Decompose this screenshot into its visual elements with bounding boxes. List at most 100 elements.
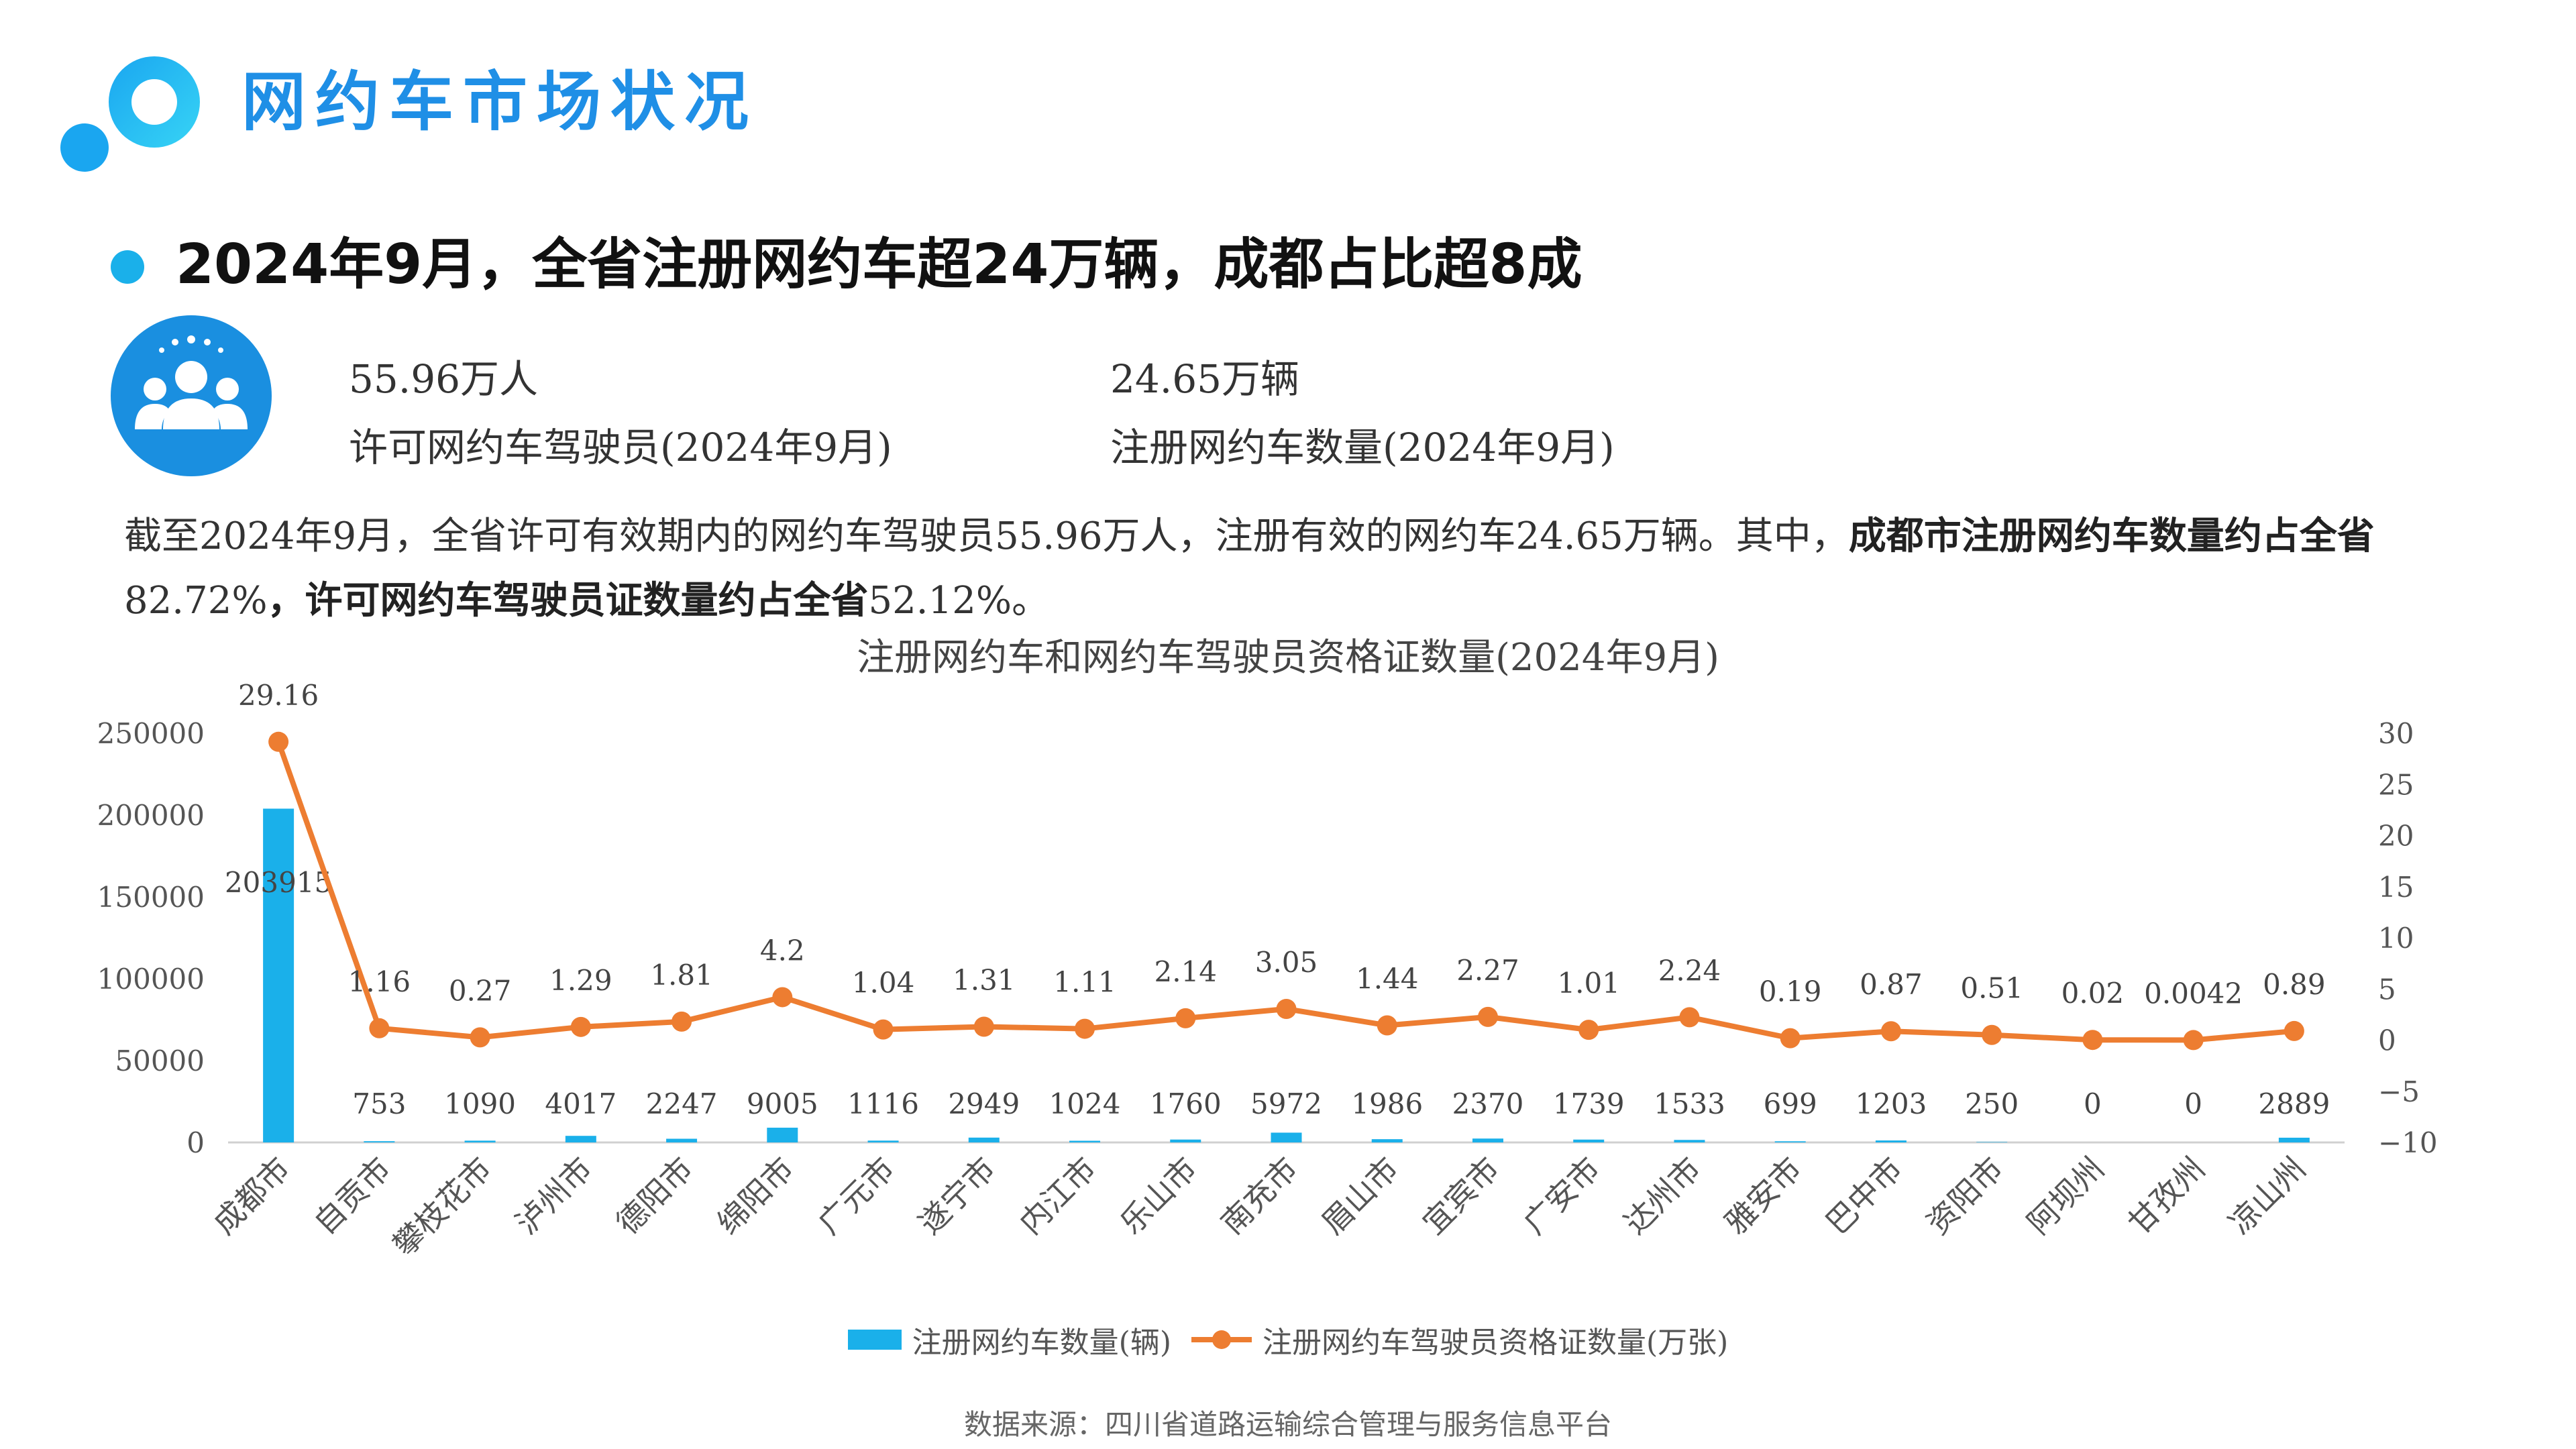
x-tick-label: 乐山市: [1113, 1150, 1204, 1242]
line-point: [2082, 1030, 2103, 1051]
bar: [1371, 1139, 1403, 1142]
summary-value-2: 52.12%: [868, 579, 1012, 623]
bar: [1774, 1141, 1806, 1142]
bullet-dot: [111, 250, 144, 284]
line-data-label: 1.11: [1053, 966, 1116, 999]
bar-data-label: 1533: [1654, 1087, 1725, 1120]
line-point: [973, 1016, 994, 1037]
line-point: [1982, 1024, 2002, 1045]
y-right-tick-label: 25: [2378, 768, 2414, 801]
y-right-tick-label: 10: [2378, 922, 2414, 955]
bar-data-label: 1760: [1150, 1087, 1222, 1120]
line-point: [1780, 1028, 1801, 1049]
x-tick-label: 宜宾市: [1415, 1150, 1507, 1242]
bar-data-label: 2949: [948, 1087, 1020, 1120]
x-tick-label: 德阳市: [609, 1150, 700, 1242]
bar-data-label: 2247: [646, 1087, 718, 1120]
bar-data-label: 250: [1965, 1087, 2019, 1120]
x-tick-label: 凉山州: [2222, 1150, 2313, 1242]
legend-label-bar: 注册网约车数量(辆): [912, 1326, 1171, 1360]
y-right-tick-label: −10: [2378, 1126, 2438, 1159]
bar: [1170, 1139, 1201, 1142]
x-tick-label: 绵阳市: [710, 1150, 801, 1242]
line-data-label: 3.05: [1255, 946, 1318, 979]
x-tick-label: 阿坝州: [2020, 1150, 2111, 1242]
y-left-tick-label: 0: [186, 1126, 205, 1159]
line-data-label: 0.0042: [2144, 977, 2243, 1010]
legend-label-line: 注册网约车驾驶员资格证数量(万张): [1263, 1326, 1729, 1360]
line-point: [2284, 1020, 2304, 1041]
summary-bold-1: 成都市注册网约车数量约占全省: [1848, 515, 2375, 558]
x-tick-label: 广元市: [811, 1150, 902, 1242]
y-left-tick-label: 200000: [97, 799, 205, 832]
bar-data-label: 1739: [1553, 1087, 1625, 1120]
line-point: [873, 1019, 894, 1040]
bar-data-label: 0: [2184, 1087, 2202, 1120]
bar-data-label: 203915: [225, 866, 332, 899]
y-left-tick-label: 50000: [115, 1044, 205, 1077]
line-point: [772, 987, 793, 1008]
x-tick-label: 遂宁市: [912, 1150, 1003, 1242]
x-tick-label: 成都市: [206, 1150, 297, 1242]
x-tick-label: 甘孜州: [2121, 1150, 2212, 1242]
page-title: 网约车市场状况: [241, 64, 758, 140]
line-point: [570, 1016, 591, 1037]
bar-data-label: 2370: [1452, 1087, 1524, 1120]
bar: [565, 1136, 596, 1142]
line-data-label: 1.04: [852, 967, 915, 1000]
stat-drivers: 55.96万人 许可网约车驾驶员(2024年9月): [349, 352, 892, 474]
line-point: [1578, 1020, 1599, 1040]
bar: [1271, 1132, 1302, 1142]
bar: [767, 1128, 798, 1142]
line-data-label: 29.16: [238, 679, 319, 712]
bar: [263, 808, 294, 1142]
bar: [1573, 1139, 1605, 1142]
x-tick-label: 巴中市: [1819, 1150, 1910, 1242]
line-point: [2183, 1030, 2204, 1051]
bar-data-label: 2889: [2258, 1087, 2330, 1120]
line-data-label: 2.24: [1658, 954, 1721, 987]
bar: [867, 1140, 899, 1142]
bar: [1472, 1138, 1503, 1142]
bar: [968, 1137, 1000, 1142]
bar-data-label: 0: [2084, 1087, 2102, 1120]
chart-title: 注册网约车和网约车驾驶员资格证数量(2024年9月): [857, 636, 1719, 680]
bar: [1069, 1140, 1101, 1142]
legend-swatch-line: [1191, 1330, 1252, 1349]
summary-end: 。: [1012, 579, 1050, 623]
bar: [364, 1141, 395, 1142]
line-point: [1175, 1008, 1196, 1028]
line-point: [672, 1011, 692, 1032]
x-tick-label: 眉山市: [1315, 1150, 1406, 1242]
line-data-label: 1.01: [1557, 967, 1620, 1000]
bar-data-label: 1024: [1049, 1087, 1121, 1120]
line-data-label: 0.19: [1759, 975, 1822, 1008]
summary-plain: 截至2024年9月，全省许可有效期内的网约车驾驶员55.96万人，注册有效的网约…: [124, 515, 1849, 558]
stat-vehicles: 24.65万辆 注册网约车数量(2024年9月): [1110, 352, 1615, 474]
logo-icon: [60, 56, 200, 172]
line-point: [1679, 1007, 1700, 1028]
bar: [464, 1140, 496, 1142]
bar: [1875, 1140, 1907, 1142]
line-data-label: 1.44: [1356, 963, 1419, 996]
y-left-tick-label: 100000: [97, 963, 205, 996]
legend-item-bar: 注册网约车数量(辆): [847, 1318, 1171, 1361]
x-tick-label: 南充市: [1214, 1150, 1305, 1242]
bar-data-label: 1986: [1351, 1087, 1423, 1120]
line-data-label: 0.27: [449, 974, 512, 1007]
bar-data-label: 4017: [545, 1087, 616, 1120]
bar: [666, 1138, 698, 1142]
summary-paragraph: 截至2024年9月，全省许可有效期内的网约车驾驶员55.96万人，注册有效的网约…: [124, 504, 2499, 633]
line-data-label: 1.81: [650, 959, 713, 991]
line-data-label: 2.14: [1155, 955, 1218, 988]
stat-vehicles-label: 注册网约车数量(2024年9月): [1110, 425, 1615, 470]
line-point: [369, 1018, 390, 1038]
bar-data-label: 5972: [1250, 1087, 1322, 1120]
line-point: [1880, 1021, 1901, 1042]
summary-value-1: 82.72%: [124, 579, 268, 623]
line-data-label: 0.87: [1860, 968, 1923, 1001]
bar-data-label: 9005: [747, 1087, 818, 1120]
y-right-tick-label: 20: [2378, 820, 2414, 853]
line-data-label: 0.02: [2061, 977, 2125, 1010]
line-point: [268, 731, 289, 752]
